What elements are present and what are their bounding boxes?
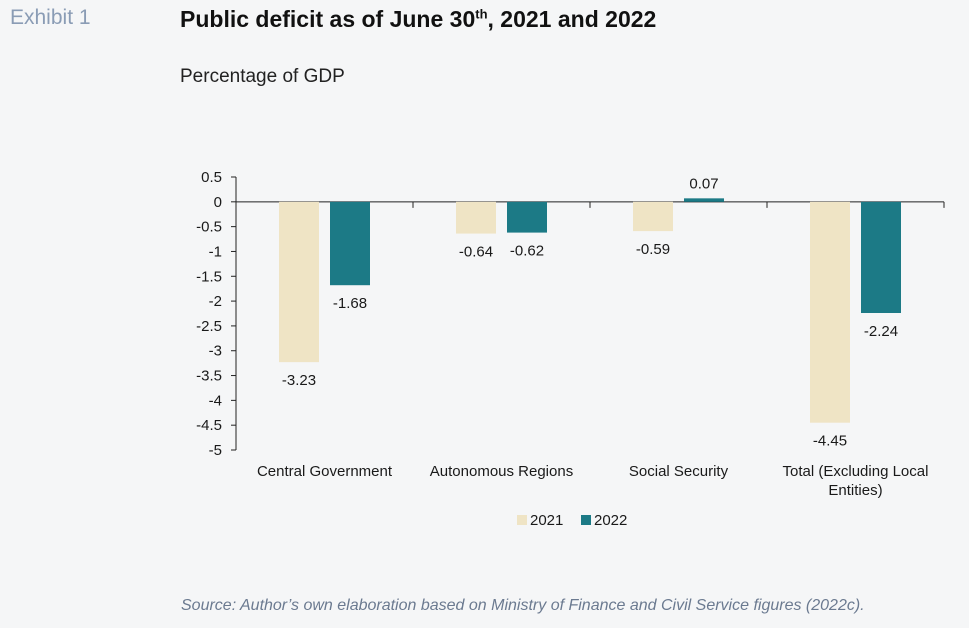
x-category-label: Autonomous Regions — [430, 463, 573, 480]
data-label-2022: -0.62 — [510, 243, 544, 260]
y-tick-label: 0.5 — [201, 169, 222, 186]
legend-swatch-2021 — [517, 515, 527, 525]
legend-label-2022: 2022 — [594, 512, 627, 529]
y-tick-label: -2 — [209, 293, 222, 310]
y-tick-label: -3.5 — [196, 368, 222, 385]
source-note: Source: Author’s own elaboration based o… — [181, 597, 865, 614]
bar-2021 — [810, 201, 850, 423]
title-tail: , 2021 and 2022 — [487, 6, 657, 32]
y-tick-label: -4.5 — [196, 417, 222, 434]
chart-title: Public deficit as of June 30th, 2021 and… — [180, 6, 656, 33]
title-superscript: th — [475, 6, 488, 22]
bar-2021 — [456, 201, 496, 234]
x-category-label: Central Government — [257, 463, 393, 480]
bar-2022 — [861, 201, 901, 314]
y-tick-label: -1.5 — [196, 268, 222, 285]
y-tick-label: -3 — [209, 343, 222, 360]
title-main: Public deficit as of June 30 — [180, 6, 476, 32]
bar-2022 — [684, 198, 724, 202]
x-category-label: Entities) — [828, 482, 882, 499]
bar-2021 — [279, 201, 319, 363]
y-tick-label: -5 — [209, 442, 222, 459]
y-tick-label: -2.5 — [196, 318, 222, 335]
data-label-2021: -0.59 — [636, 241, 670, 258]
legend-label-2021: 2021 — [530, 512, 563, 529]
data-label-2021: -4.45 — [813, 433, 847, 450]
chart-subtitle: Percentage of GDP — [180, 66, 345, 87]
x-category-label: Social Security — [629, 463, 729, 480]
legend-swatch-2022 — [581, 515, 591, 525]
bar-2022 — [330, 201, 370, 286]
bar-2021 — [633, 201, 673, 232]
data-label-2021: -3.23 — [282, 372, 316, 389]
x-category-label: Total (Excluding Local — [783, 463, 929, 480]
y-tick-label: -4 — [209, 392, 222, 409]
bar-2022 — [507, 201, 547, 233]
data-label-2022: -2.24 — [864, 323, 898, 340]
data-label-2021: -0.64 — [459, 244, 493, 261]
y-tick-label: -1 — [209, 243, 222, 260]
exhibit-label: Exhibit 1 — [10, 6, 91, 29]
bar-chart: 0.5 0 -0.5 -1 -1.5 -2 -2.5 -3 -3.5 -4 -4.5 -5 -3.23 -… — [196, 169, 945, 529]
data-label-2022: -1.68 — [333, 295, 367, 312]
y-tick-label: 0 — [214, 194, 222, 211]
data-label-2022: 0.07 — [689, 175, 718, 192]
y-tick-label: -0.5 — [196, 219, 222, 236]
